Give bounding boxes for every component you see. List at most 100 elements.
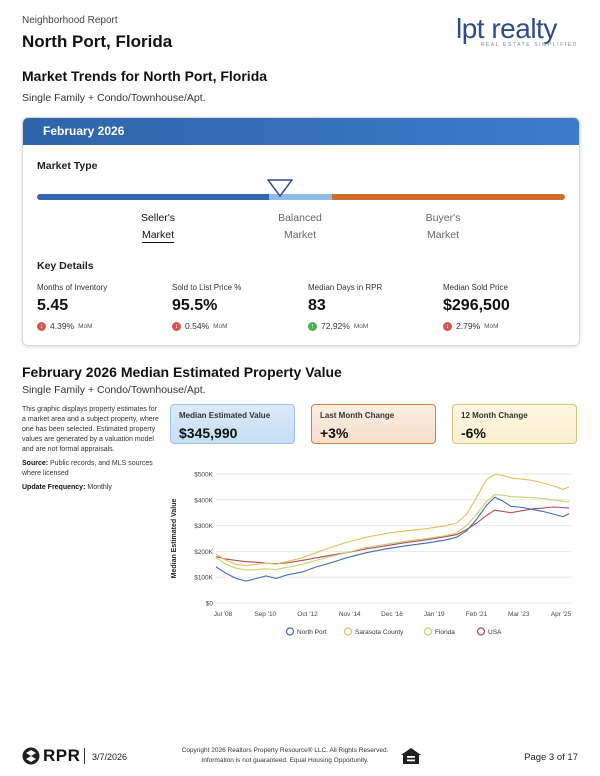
y-tick-label: $400K: [194, 497, 213, 504]
y-tick-label: $0: [206, 601, 214, 608]
arrow-up-icon: ↑: [308, 321, 317, 331]
series-line-north-port: [215, 496, 570, 582]
change-unit: MoM: [353, 322, 369, 330]
buyers-label-line2: Market: [426, 229, 460, 241]
y-tick-label: $500K: [194, 472, 213, 479]
key-detail-change: ↓ 0.54% MoM: [172, 321, 302, 331]
key-detail-median-sold-price: Median Sold Price $296,500 ↓ 2.79% MoM: [443, 283, 573, 331]
key-detail-value: 95.5%: [172, 297, 218, 314]
y-tick-label: $100K: [194, 575, 213, 582]
key-detail-median-days: Median Days in RPR 83 ↑ 72.92% MoM: [308, 283, 438, 331]
change-percent: 0.54%: [185, 321, 210, 331]
sellers-market-bar: [37, 194, 269, 200]
sellers-label-line1: Seller's: [140, 212, 176, 224]
x-tick-label: Sep '10: [254, 611, 276, 618]
buyers-market-bar: [332, 194, 565, 200]
change-unit: MoM: [78, 322, 93, 330]
key-detail-months-inventory: Months of Inventory 5.45 ↓ 4.39% MoM: [37, 283, 167, 331]
median-estimated-value-box: Median Estimated Value $345,990: [170, 404, 295, 444]
key-detail-value: 83: [308, 297, 326, 314]
property-value-title: February 2026 Median Estimated Property …: [22, 364, 342, 380]
change-unit: MoM: [484, 322, 499, 330]
rpr-separator: [84, 748, 86, 764]
balanced-market-bar: [269, 194, 332, 200]
legend-label: North Port: [297, 629, 327, 636]
x-tick-label: Oct '12: [297, 611, 318, 618]
x-tick-label: Mar '23: [508, 611, 530, 618]
change-percent: 72.92%: [321, 321, 350, 331]
stat-label: Median Estimated Value: [179, 411, 271, 420]
legend-marker: [343, 627, 353, 636]
arrow-down-icon: ↓: [443, 321, 452, 331]
stat-value: -6%: [461, 425, 486, 441]
description-text: This graphic displays property estimates…: [22, 406, 159, 453]
copyright-line-2: Information is not guaranteed. Equal Hou…: [201, 757, 369, 764]
x-tick-label: Nov '14: [339, 611, 361, 618]
stat-value: $345,990: [179, 425, 238, 441]
card-month-header: February 2026: [23, 118, 579, 145]
change-percent: 4.39%: [50, 321, 75, 331]
sellers-label-line2: Market: [141, 229, 175, 243]
key-detail-label: Sold to List Price %: [172, 283, 242, 292]
market-trends-card: February 2026 Market Type Seller's Marke…: [22, 117, 580, 346]
x-tick-label: Apr '25: [551, 611, 572, 618]
key-details-title: Key Details: [37, 260, 94, 272]
rpr-text: RPR: [43, 746, 81, 765]
logo-text: lpt realty: [456, 13, 557, 44]
key-detail-change: ↑ 72.92% MoM: [308, 321, 438, 331]
stat-label: Last Month Change: [320, 411, 395, 420]
market-trends-subtitle: Single Family + Condo/Townhouse/Apt.: [22, 92, 206, 104]
copyright-notice: Copyright 2026 Realtors Property Resourc…: [170, 746, 400, 766]
rpr-logo: RPR: [22, 746, 86, 766]
twelve-month-change-box: 12 Month Change -6%: [452, 404, 577, 444]
x-tick-label: Feb '21: [466, 611, 488, 618]
series-line-usa: [215, 506, 570, 565]
legend-label: Florida: [435, 629, 455, 636]
series-line-florida: [215, 494, 570, 571]
arrow-down-icon: ↓: [37, 321, 46, 331]
copyright-line-1: Copyright 2026 Realtors Property Resourc…: [181, 747, 389, 754]
legend-label: Sarasota County: [355, 629, 404, 636]
y-axis-label: Median Estimated Value: [171, 499, 178, 579]
y-tick-label: $300K: [194, 523, 213, 530]
key-detail-label: Median Sold Price: [443, 283, 508, 292]
change-percent: 2.79%: [456, 321, 481, 331]
key-detail-value: 5.45: [37, 297, 69, 314]
frequency-text: Monthly: [87, 484, 112, 491]
balanced-market-label: Balanced Market: [250, 210, 350, 244]
page-title: North Port, Florida: [22, 32, 173, 51]
key-detail-label: Months of Inventory: [37, 283, 108, 292]
arrow-down-icon: ↓: [172, 321, 181, 331]
change-unit: MoM: [213, 322, 228, 330]
x-tick-label: Dec '16: [381, 611, 403, 618]
report-label: Neighborhood Report: [22, 15, 118, 26]
legend-label: USA: [488, 629, 502, 636]
key-detail-change: ↓ 4.39% MoM: [37, 321, 167, 331]
legend-marker: [285, 627, 295, 636]
equal-housing-icon: [401, 748, 421, 764]
rpr-globe-icon: [22, 747, 40, 765]
chart-description: This graphic displays property estimates…: [22, 405, 162, 497]
source-label: Source:: [22, 460, 49, 467]
x-tick-label: Jan '19: [424, 611, 445, 618]
source-note: Source: Public records, and MLS sources …: [22, 459, 162, 479]
stat-label: 12 Month Change: [461, 411, 528, 420]
median-value-line-chart: $0 $100K $200K $300K $400K $500K Jul '08 Sep '1…: [171, 472, 572, 637]
key-detail-value: $296,500: [443, 297, 510, 314]
report-date: 3/7/2026: [92, 752, 128, 762]
key-detail-sold-to-list: Sold to List Price % 95.5% ↓ 0.54% MoM: [172, 283, 302, 331]
market-position-marker-icon: [266, 179, 293, 197]
last-month-change-box: Last Month Change +3%: [311, 404, 436, 444]
y-tick-label: $200K: [194, 549, 213, 556]
logo-tagline: REAL ESTATE SIMPLIFIED: [480, 42, 578, 48]
buyers-label-line1: Buyer's: [425, 212, 461, 224]
buyers-market-label: Buyer's Market: [393, 210, 493, 244]
series-line-sarasota-county: [215, 473, 570, 567]
source-text: Public records, and MLS sources where li…: [22, 460, 153, 477]
market-type-title: Market Type: [37, 160, 98, 172]
legend-marker: [476, 627, 486, 636]
sellers-market-label: Seller's Market: [108, 210, 208, 244]
frequency-label: Update Frequency:: [22, 484, 86, 491]
stat-value: +3%: [320, 425, 349, 441]
x-tick-label: Jul '08: [214, 611, 233, 618]
